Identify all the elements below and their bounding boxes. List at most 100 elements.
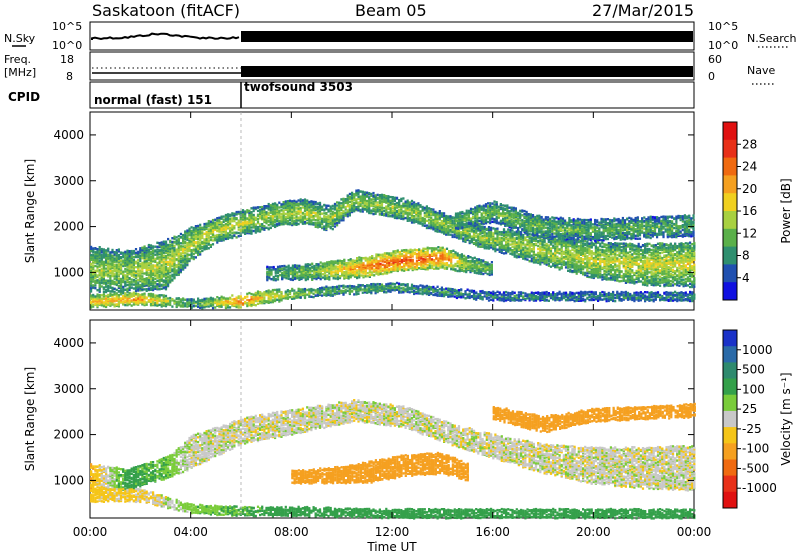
data-cell <box>111 248 114 252</box>
data-cell <box>269 209 272 212</box>
data-cell <box>325 221 328 224</box>
data-cell <box>124 277 127 281</box>
data-cell <box>149 259 153 262</box>
data-cell <box>547 259 550 262</box>
data-cell <box>584 261 587 265</box>
data-cell <box>209 225 212 228</box>
data-cell <box>614 270 617 274</box>
data-cell <box>169 250 172 253</box>
data-cell <box>259 211 262 215</box>
data-cell <box>265 221 268 225</box>
data-cell <box>175 251 178 254</box>
data-cell <box>156 252 159 255</box>
data-cell <box>177 237 180 241</box>
nsearch-tick-low: 10^0 <box>708 39 738 52</box>
data-cell <box>648 262 651 266</box>
data-cell <box>167 257 170 260</box>
data-cell <box>560 263 563 266</box>
data-cell <box>256 225 260 229</box>
data-cell <box>158 269 161 272</box>
data-cell <box>308 206 311 209</box>
data-cell <box>137 287 140 291</box>
data-cell <box>90 262 93 266</box>
data-cell <box>92 272 95 276</box>
data-cell <box>188 257 191 261</box>
data-cell <box>340 214 343 217</box>
data-cell <box>167 269 170 272</box>
data-cell <box>252 225 255 229</box>
data-cell <box>398 204 401 207</box>
data-cell <box>415 211 418 214</box>
data-cell <box>612 243 615 246</box>
data-cell <box>124 256 127 260</box>
data-cell <box>646 244 649 247</box>
data-cell <box>222 228 225 232</box>
data-cell <box>220 215 223 218</box>
data-cell <box>205 244 208 248</box>
data-cell <box>597 274 600 277</box>
data-cell <box>534 242 538 245</box>
data-cell <box>145 282 148 285</box>
data-cell <box>175 248 178 251</box>
data-cell <box>368 200 371 203</box>
data-cell <box>274 214 277 217</box>
data-cell <box>141 270 144 273</box>
data-cell <box>288 212 292 215</box>
data-cell <box>470 235 473 238</box>
data-cell <box>592 271 595 275</box>
data-cell <box>295 213 298 216</box>
data-cell <box>609 276 612 279</box>
data-cell <box>607 244 610 247</box>
data-cell <box>443 223 446 227</box>
data-cell <box>252 218 255 221</box>
data-cell <box>466 236 469 239</box>
data-cell <box>447 233 450 236</box>
data-cell <box>186 245 189 249</box>
data-cell <box>314 214 317 218</box>
data-cell <box>160 274 163 277</box>
data-cell <box>318 223 322 226</box>
data-cell <box>205 237 208 240</box>
data-cell <box>306 221 309 225</box>
data-cell <box>167 279 170 282</box>
data-cell <box>402 202 405 205</box>
data-cell <box>552 259 555 262</box>
data-cell <box>241 215 245 219</box>
data-cell <box>490 234 493 238</box>
data-cell <box>554 264 557 267</box>
data-cell <box>609 249 612 252</box>
data-cell <box>584 254 587 257</box>
data-cell <box>517 236 520 239</box>
data-cell <box>597 248 600 251</box>
data-cell <box>395 201 399 205</box>
data-cell <box>541 260 544 264</box>
data-cell <box>338 210 341 213</box>
data-cell <box>586 248 589 251</box>
data-cell <box>597 251 600 254</box>
data-cell <box>308 200 311 204</box>
data-cell <box>594 248 597 252</box>
data-cell <box>573 253 576 256</box>
data-cell <box>197 235 200 238</box>
data-cell <box>344 214 347 217</box>
data-cell <box>603 259 606 262</box>
data-cell <box>169 253 172 256</box>
data-cell <box>301 213 304 216</box>
data-cell <box>575 272 578 275</box>
data-cell <box>624 259 627 263</box>
data-cell <box>158 256 161 259</box>
data-cell <box>96 248 99 251</box>
data-cell <box>509 233 512 236</box>
data-cell <box>594 252 597 256</box>
data-cell <box>370 194 373 197</box>
data-cell <box>256 220 260 224</box>
data-cell <box>179 258 182 262</box>
data-cell <box>633 260 636 264</box>
data-cell <box>92 256 95 259</box>
data-cell <box>263 212 266 215</box>
data-cell <box>513 237 516 240</box>
data-cell <box>635 263 638 266</box>
data-cell <box>102 267 105 270</box>
data-cell <box>500 240 503 243</box>
data-cell <box>288 204 292 207</box>
